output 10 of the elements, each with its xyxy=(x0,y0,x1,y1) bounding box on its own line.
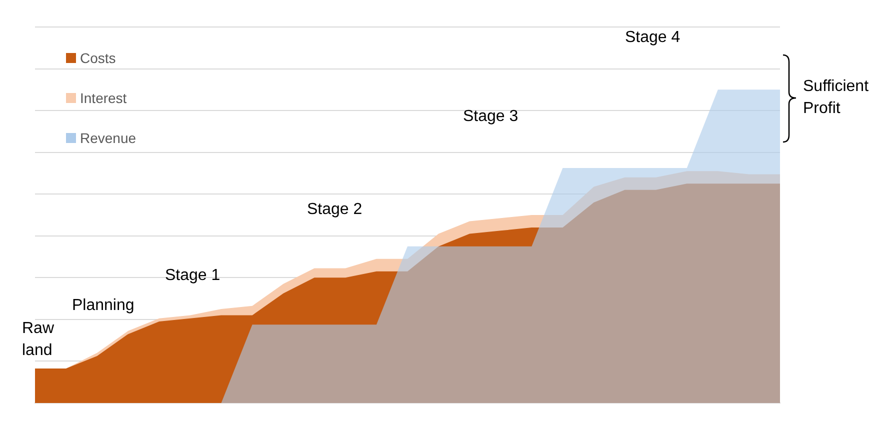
annotation: Raw land xyxy=(22,319,56,361)
annotation: Stage 1 xyxy=(165,266,222,286)
legend-label: Costs xyxy=(80,50,116,66)
annotation: Stage 3 xyxy=(463,107,520,127)
legend-label: Revenue xyxy=(80,130,136,146)
text: Sufficient Profit xyxy=(803,77,870,119)
legend-label: Interest xyxy=(80,90,127,106)
annotation: Stage 2 xyxy=(307,200,364,220)
annotation: Planning xyxy=(72,296,136,316)
text: Stage 4 xyxy=(625,28,682,48)
